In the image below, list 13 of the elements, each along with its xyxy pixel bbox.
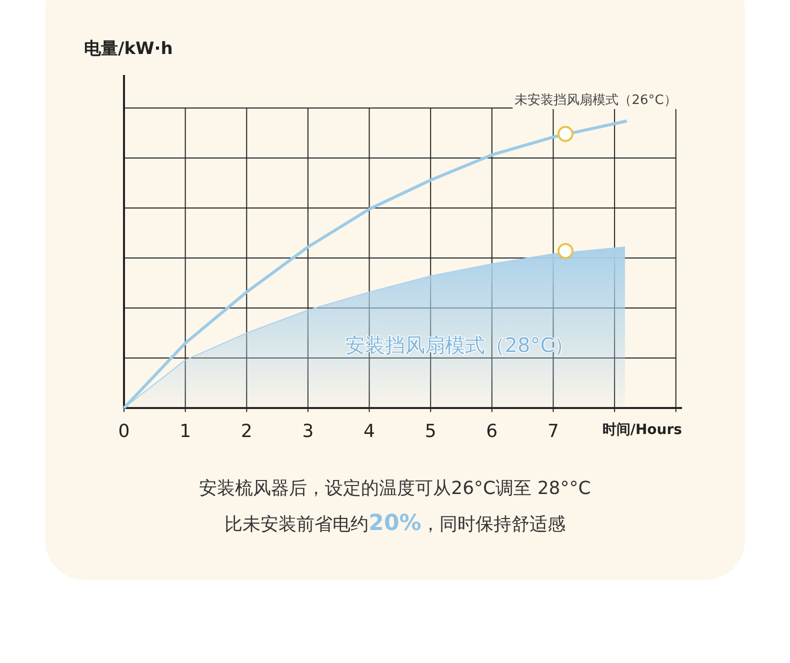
x-tick-label: 3 — [302, 421, 314, 442]
x-tick-label: 1 — [180, 421, 192, 442]
x-tick-label: 5 — [424, 421, 436, 442]
text: 安装梳风器后，设定的温度可从26°C调至 28°°C — [199, 478, 591, 499]
text: 比未安装前省电约20%，同时保持舒适感 — [224, 511, 566, 536]
x-tick-label: 7 — [548, 421, 559, 442]
text: 未安装挡风扇模式（26°C） — [514, 92, 677, 108]
x-tick-label: 6 — [486, 421, 498, 442]
x-axis-title: 时间/Hours — [602, 422, 682, 438]
y-axis-title: 电量/kW·h — [84, 39, 173, 59]
x-tick-label: 0 — [118, 421, 130, 442]
x-tick-label: 4 — [364, 421, 375, 442]
x-tick-label: 2 — [240, 421, 252, 442]
